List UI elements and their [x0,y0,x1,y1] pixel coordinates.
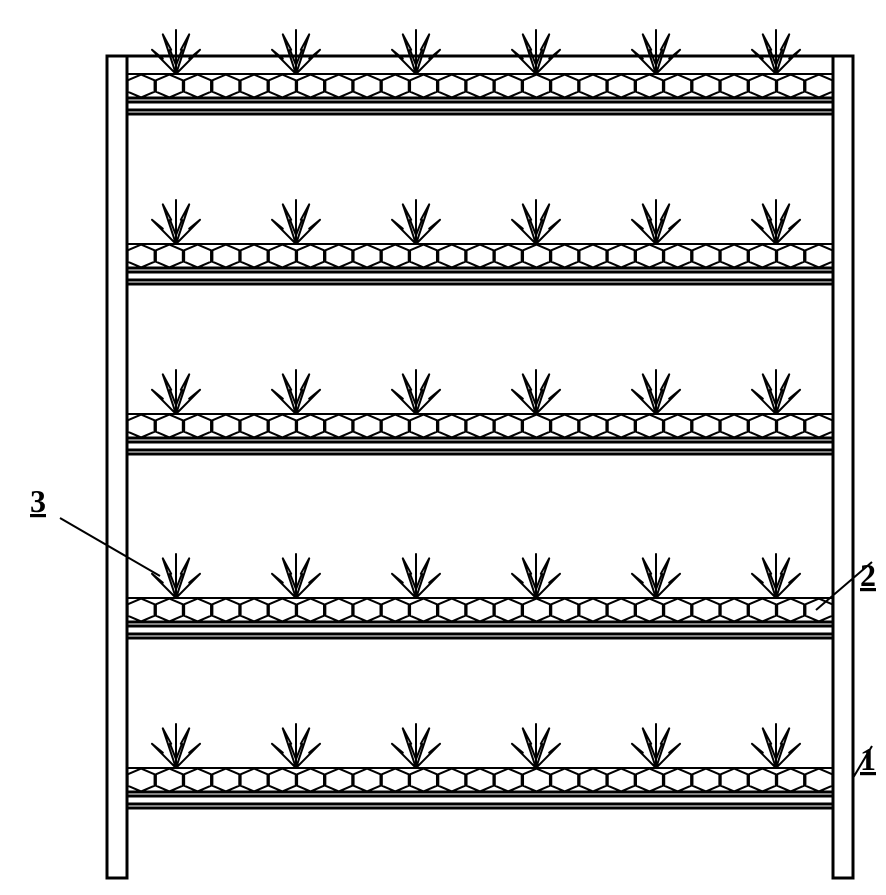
callout-label: 1 [860,741,876,777]
callout-label: 3 [30,483,46,519]
diagram-canvas: 1 2 3 [0,0,886,895]
background [0,0,886,895]
callout-label: 2 [860,557,876,593]
